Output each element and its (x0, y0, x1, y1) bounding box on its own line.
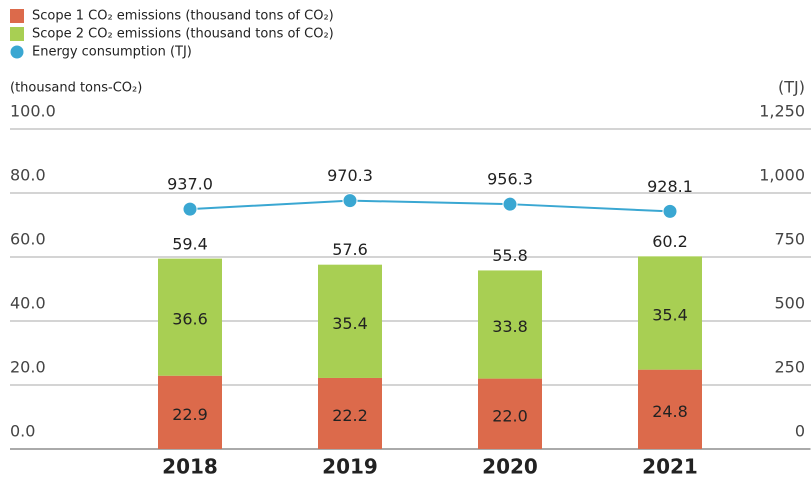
y2-tick-label: 1,250 (759, 102, 805, 121)
bar-segment (638, 256, 702, 370)
line-value-label: 937.0 (167, 175, 213, 194)
x-tick-label: 2019 (322, 455, 378, 479)
y-tick-label: 80.0 (10, 166, 46, 185)
legend-marker (10, 27, 24, 41)
y-tick-label: 40.0 (10, 294, 46, 313)
y-tick-label: 20.0 (10, 358, 46, 377)
line-point (502, 196, 518, 212)
bar-segment (158, 258, 222, 376)
bar-value-label: 36.6 (172, 310, 208, 329)
total-label: 55.8 (492, 246, 528, 265)
bar-segment (478, 270, 542, 379)
legend-marker (10, 9, 24, 23)
total-label: 57.6 (332, 240, 368, 259)
line-point (182, 201, 198, 217)
bar-value-label: 35.4 (332, 314, 368, 333)
legend-marker (10, 45, 24, 59)
bar-value-label: 24.8 (652, 402, 688, 421)
bar-segment (478, 378, 542, 449)
line-value-label: 956.3 (487, 170, 533, 189)
y2-axis-label: (TJ) (778, 78, 805, 97)
y-axis-label: (thousand tons-CO₂) (10, 81, 142, 96)
bar-segment (158, 375, 222, 449)
bar-value-label: 22.0 (492, 406, 528, 425)
bar-segment (638, 369, 702, 449)
total-label: 60.2 (652, 232, 688, 251)
y-tick-label: 60.0 (10, 230, 46, 249)
line-value-label: 970.3 (327, 166, 373, 185)
y-tick-label: 0.0 (10, 422, 35, 441)
legend-label: Scope 1 CO₂ emissions (thousand tons of … (32, 9, 334, 24)
legend-label: Scope 2 CO₂ emissions (thousand tons of … (32, 27, 334, 42)
x-tick-label: 2020 (482, 455, 538, 479)
x-tick-label: 2021 (642, 455, 698, 479)
line (189, 199, 671, 213)
x-tick-label: 2018 (162, 455, 218, 479)
line-point (662, 203, 678, 219)
bar-value-label: 35.4 (652, 306, 688, 325)
bar-value-label: 22.9 (172, 405, 208, 424)
y2-tick-label: 500 (774, 294, 805, 313)
y2-tick-label: 1,000 (759, 166, 805, 185)
bar-value-label: 33.8 (492, 317, 528, 336)
line-value-label: 928.1 (647, 177, 693, 196)
y2-tick-label: 250 (774, 358, 805, 377)
total-label: 59.4 (172, 234, 208, 253)
legend-label: Energy consumption (TJ) (32, 45, 192, 60)
bar-segment (318, 264, 382, 378)
line-point (342, 193, 358, 209)
bar-segment (318, 377, 382, 449)
bar-value-label: 22.2 (332, 406, 368, 425)
y2-tick-label: 0 (795, 422, 805, 441)
y-tick-label: 100.0 (10, 102, 56, 121)
y2-tick-label: 750 (774, 230, 805, 249)
